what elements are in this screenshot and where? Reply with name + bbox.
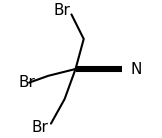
Text: N: N [130, 62, 142, 76]
Text: Br: Br [53, 3, 70, 18]
Text: Br: Br [32, 120, 48, 135]
Text: Br: Br [18, 75, 35, 90]
